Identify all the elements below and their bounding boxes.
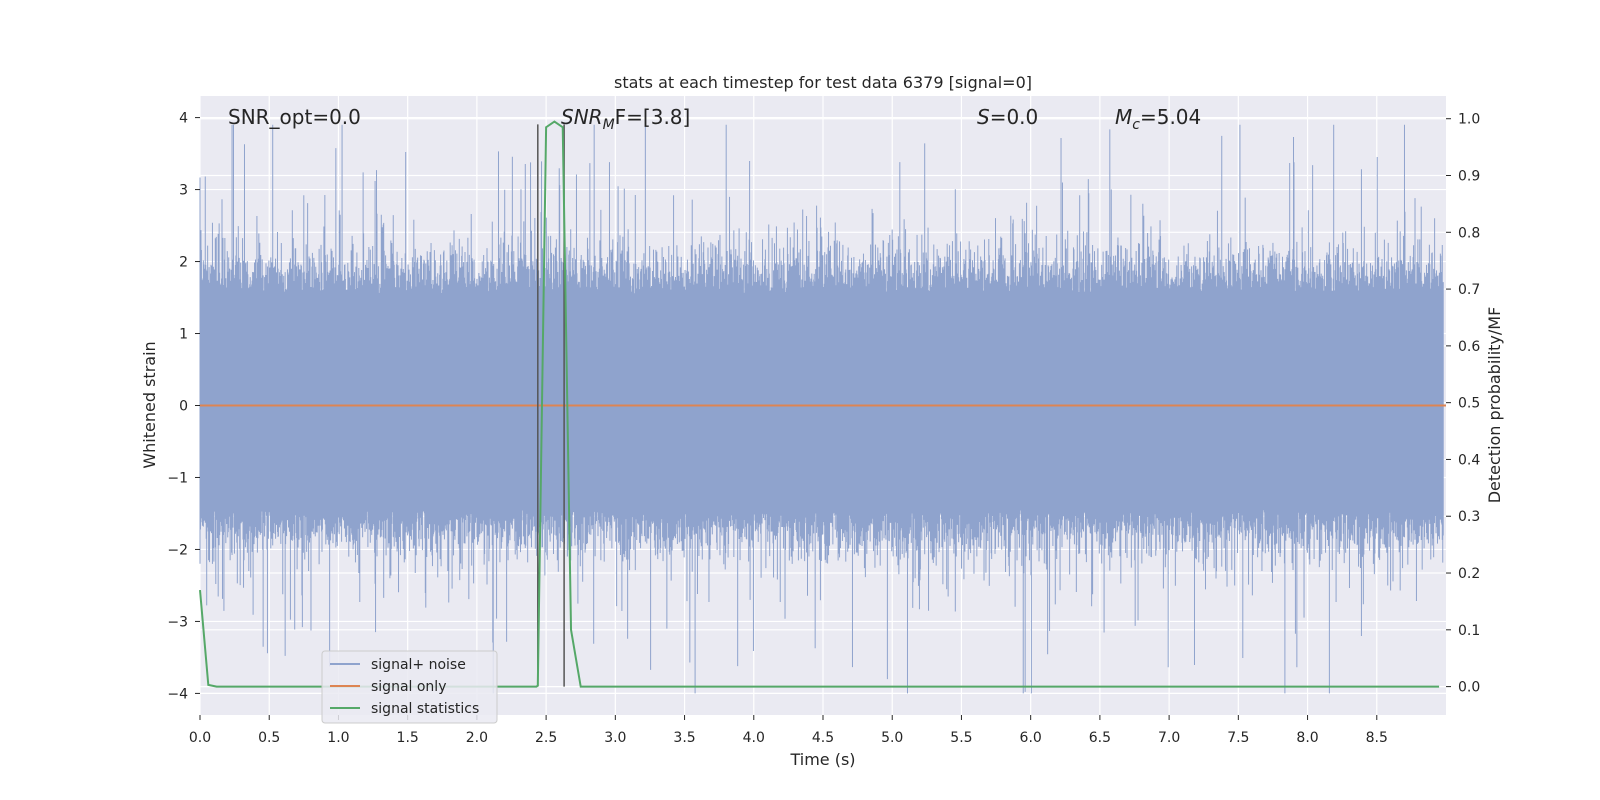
- annotation-snr-opt: SNR_opt=0.0: [228, 105, 361, 129]
- legend-label-signal-only: signal only: [371, 679, 446, 695]
- x-tick-label-10: 5.0: [881, 730, 903, 746]
- y-tick-label-5: 1: [179, 327, 188, 343]
- y2-tick-label-2: 0.2: [1458, 566, 1480, 582]
- y2-tick-label-0: 0.0: [1458, 680, 1480, 696]
- annotation-snr-mf-sub: M: [603, 117, 615, 133]
- annotation-snr-mf-main: SNR: [561, 105, 603, 129]
- legend-label-signal-statistics: signal statistics: [371, 701, 479, 717]
- x-tick-label-1: 0.5: [258, 730, 280, 746]
- y2-tick-label-5: 0.5: [1458, 396, 1480, 412]
- y-axis-ticks: −4 −3 −2 −1 0 1 2 3 4: [167, 111, 200, 702]
- x-tick-label-4: 2.0: [466, 730, 488, 746]
- y-tick-label-7: 3: [179, 183, 188, 199]
- x-tick-label-17: 8.5: [1366, 730, 1388, 746]
- annotation-mc-sub: c: [1132, 117, 1140, 133]
- legend-box: [321, 650, 498, 724]
- y-tick-label-2: −2: [167, 542, 188, 558]
- chart-title: stats at each timestep for test data 637…: [614, 73, 1032, 92]
- annotation-snr-mf-rest: F=[3.8]: [615, 105, 691, 129]
- x-tick-label-0: 0.0: [189, 730, 211, 746]
- x-tick-label-3: 1.5: [397, 730, 419, 746]
- x-tick-label-12: 6.0: [1020, 730, 1042, 746]
- y2-tick-label-10: 1.0: [1458, 112, 1480, 128]
- x-axis-label: Time (s): [789, 750, 855, 769]
- y2-tick-label-8: 0.8: [1458, 225, 1480, 241]
- annotation-s: S=0.0: [977, 105, 1038, 129]
- x-tick-label-2: 1.0: [327, 730, 349, 746]
- x-tick-label-7: 3.5: [673, 730, 695, 746]
- y2-tick-label-6: 0.6: [1458, 339, 1480, 355]
- legend: signal+ noise signal only signal statist…: [321, 650, 498, 724]
- legend-label-signal-noise: signal+ noise: [371, 657, 466, 673]
- y2-tick-label-4: 0.4: [1458, 452, 1480, 468]
- x-tick-label-8: 4.0: [743, 730, 765, 746]
- annotation-s-main: S: [977, 105, 990, 129]
- y-axis-label: Whitened strain: [140, 341, 159, 468]
- y2-tick-label-7: 0.7: [1458, 282, 1480, 298]
- y2-axis-label: Detection probability/MF: [1485, 307, 1504, 504]
- x-tick-label-13: 6.5: [1089, 730, 1111, 746]
- y2-tick-label-1: 0.1: [1458, 623, 1480, 639]
- signal-noise-line: [199, 124, 1444, 694]
- y-tick-label-4: 0: [179, 399, 188, 415]
- x-tick-label-9: 4.5: [812, 730, 834, 746]
- y-tick-label-8: 4: [179, 111, 188, 127]
- annotation-mc-main: M: [1115, 105, 1132, 129]
- x-axis-ticks: 0.0 0.5 1.0 1.5 2.0 2.5 3.0 3.5 4.0 4.5 5.0 5.5 6.0 6…: [189, 715, 1388, 746]
- annotation-snr-mf: SNRMF=[3.8]: [561, 105, 690, 133]
- x-tick-label-14: 7.0: [1158, 730, 1180, 746]
- y2-axis-ticks: 0.0 0.1 0.2 0.3 0.4 0.5 0.6 0.7 0.8 0.9 1.0: [1446, 112, 1480, 696]
- y-tick-label-6: 2: [179, 255, 188, 271]
- y-tick-label-1: −3: [167, 614, 188, 630]
- x-tick-label-6: 3.0: [604, 730, 626, 746]
- x-tick-label-16: 8.0: [1296, 730, 1318, 746]
- annotation-s-rest: =0.0: [990, 105, 1039, 129]
- signal-statistics-series: [199, 120, 1440, 688]
- x-tick-label-11: 5.5: [950, 730, 972, 746]
- y2-tick-label-9: 0.9: [1458, 169, 1480, 185]
- y2-tick-label-3: 0.3: [1458, 509, 1480, 525]
- signal-statistics-line: [199, 120, 1440, 688]
- x-tick-label-15: 7.5: [1227, 730, 1249, 746]
- annotation-mc-rest: =5.04: [1140, 105, 1201, 129]
- y-tick-label-0: −4: [167, 686, 188, 702]
- x-tick-label-5: 2.5: [535, 730, 557, 746]
- annotation-mc: Mc=5.04: [1115, 105, 1201, 133]
- signal-noise-series: [199, 124, 1444, 694]
- y-tick-label-3: −1: [167, 470, 188, 486]
